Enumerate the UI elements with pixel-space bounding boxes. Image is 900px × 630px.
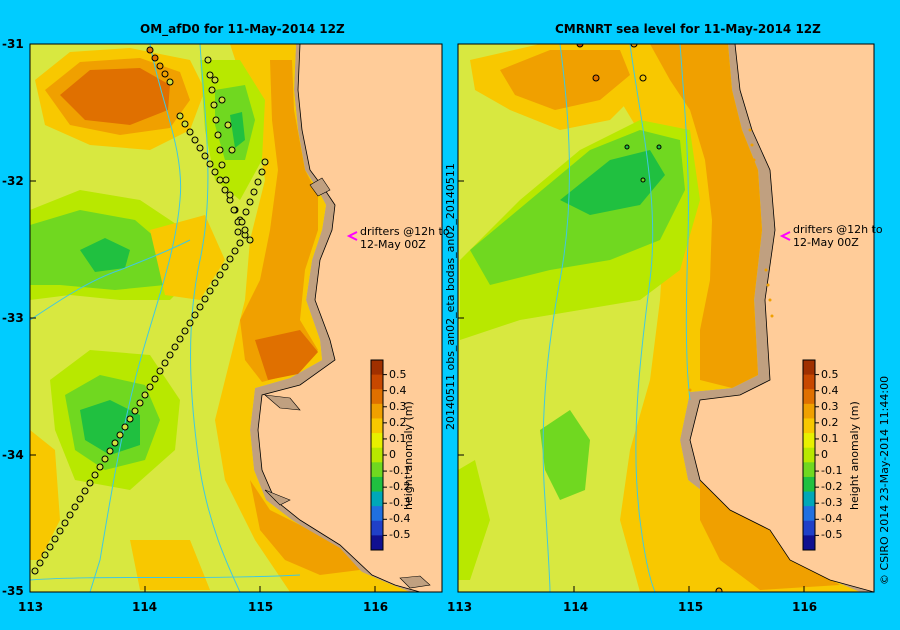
colorbar-swatch [371, 535, 383, 551]
y-tick-label: -31 [2, 37, 24, 51]
x-tick-label: 116 [363, 600, 389, 614]
colorbar-swatch [803, 389, 815, 405]
colorbar-swatch [803, 418, 815, 434]
colorbar-tick-label: -0.3 [821, 496, 843, 510]
drifter-arrow-right [779, 231, 791, 241]
drifter-arrow-left [346, 231, 358, 241]
side-label: 20140511 obs_an02_eta bodas_an02_2014051… [444, 163, 457, 430]
x-tick-label: 114 [563, 600, 589, 614]
colorbar-swatch [371, 476, 383, 493]
colorbar-tick-label: 0 [821, 448, 828, 461]
coastal-dots [688, 128, 822, 582]
colorbar-tick-label: -0.4 [821, 512, 843, 526]
shelf-orange [240, 60, 318, 382]
colorbar-swatch [803, 433, 815, 449]
colorbar-swatch [803, 535, 815, 551]
x-tick-label: 114 [132, 600, 158, 614]
colorbar-swatch [803, 476, 815, 493]
colorbar-swatch [803, 462, 815, 478]
colorbar-swatch [803, 374, 815, 390]
colorbar-tick-label: -0.5 [821, 528, 843, 542]
x-tick-label: 115 [248, 600, 274, 614]
colorbar-tick-label: -0.1 [389, 464, 411, 478]
colorbar-swatch [371, 506, 383, 522]
colorbar-swatch [371, 403, 383, 419]
colorbar-tick-label: 0.2 [821, 415, 839, 429]
colorbar-tick-label: -0.4 [389, 512, 411, 526]
colorbar-tick-label: 0.1 [389, 431, 407, 445]
colorbar-tick-label: 0.3 [389, 399, 407, 413]
x-tick-label: 115 [678, 600, 704, 614]
colorbar-swatch [803, 447, 815, 463]
left-drifter-annotation: drifters @12h to 12-May 00Z [360, 225, 450, 251]
colorbar-swatch [371, 520, 383, 536]
y-tick-label: -35 [2, 584, 24, 598]
right-map [458, 44, 874, 592]
colorbar-swatch [371, 447, 383, 463]
colorbar-tick-label: 0.4 [821, 383, 839, 397]
colorbar-swatch [371, 418, 383, 434]
colorbar-swatch [371, 462, 383, 478]
colorbar-swatch [371, 491, 383, 507]
right-colorbar-label: height anomaly (m) [848, 401, 861, 510]
colorbar-tick-label: 0.3 [821, 399, 839, 413]
right-colorbar [802, 359, 819, 551]
colorbar-tick-label: -0.3 [389, 496, 411, 510]
observation-markers [576, 44, 723, 592]
right-axis-ticks [458, 180, 805, 592]
left-panel-title: OM_afD0 for 11-May-2014 12Z [140, 22, 345, 36]
colorbar-tick-label: 0.2 [389, 415, 407, 429]
colorbar-tick-label: -0.5 [389, 528, 411, 542]
left-axis-ticks [30, 180, 376, 592]
x-tick-label: 113 [18, 600, 44, 614]
colorbar-tick-label: -0.1 [821, 464, 843, 478]
colorbar-tick-label: 0.5 [389, 367, 407, 381]
colorbar-swatch [803, 360, 815, 376]
colorbar-swatch [803, 506, 815, 522]
left-map [30, 44, 442, 592]
credit-label: © CSIRO 2014 23-May-2014 11:44:00 [878, 375, 891, 585]
colorbar-tick-label: 0 [389, 448, 396, 461]
colorbar-tick-label: -0.2 [389, 480, 411, 494]
y-tick-label: -33 [2, 311, 24, 325]
colorbar-swatch [371, 433, 383, 449]
colorbar-swatch [803, 520, 815, 536]
right-drifter-annotation: drifters @12h to 12-May 00Z [793, 223, 883, 249]
colorbar-swatch [371, 389, 383, 405]
left-colorbar-label: height anomaly (m) [402, 401, 415, 510]
x-tick-label: 113 [447, 600, 473, 614]
colorbar-tick-label: 0.1 [821, 431, 839, 445]
y-tick-label: -34 [2, 448, 24, 462]
colorbar-swatch [371, 360, 383, 376]
y-tick-label: -32 [2, 174, 24, 188]
colorbar-tick-label: 0.4 [389, 383, 407, 397]
colorbar-swatch [803, 491, 815, 507]
colorbar-tick-label: 0.5 [821, 367, 839, 381]
x-tick-label: 116 [792, 600, 818, 614]
colorbar-tick-label: -0.2 [821, 480, 843, 494]
left-colorbar [370, 359, 387, 551]
drifter-tracks [31, 46, 269, 575]
right-panel-title: CMRNRT sea level for 11-May-2014 12Z [555, 22, 821, 36]
colorbar-swatch [803, 403, 815, 419]
colorbar-swatch [371, 374, 383, 390]
